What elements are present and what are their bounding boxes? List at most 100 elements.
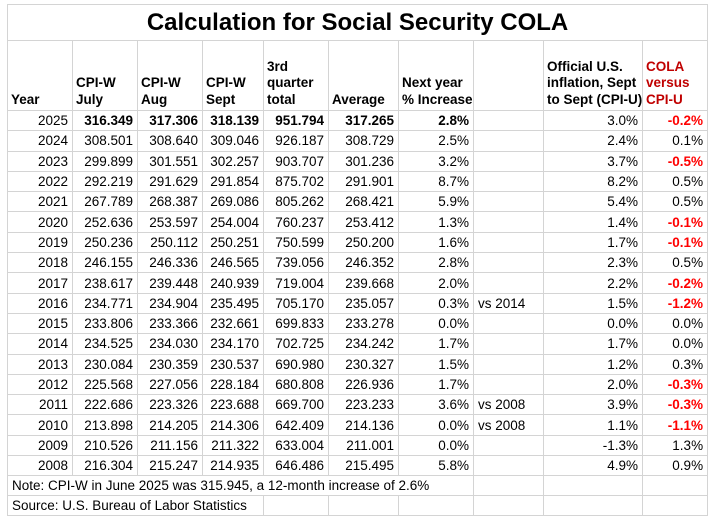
column-header-cola-vs-cpiu: COLA versus CPI-U (641, 40, 709, 111)
cell-annotation (473, 312, 544, 335)
cell-cola-vs-cpiu: 0.9% (641, 455, 709, 477)
cell-average: 235.057 (328, 292, 399, 314)
source-row: Source: U.S. Bureau of Labor Statistics (7, 495, 709, 517)
cell-annotation: vs 2014 (473, 292, 544, 314)
cell-next-year-increase: 0.0% (398, 434, 474, 457)
cell-annotation (473, 252, 544, 274)
table-row-2010: 2010 213.898 214.205 214.306 642.409 214.136 0… (7, 414, 709, 436)
table-row-2014: 2014 234.525 234.030 234.170 702.725 234.242 1… (7, 333, 709, 355)
cell-next-year-increase: 0.0% (398, 312, 474, 335)
table-row-2009: 2009 210.526 211.156 211.322 633.004 211.001 0… (7, 434, 709, 457)
cell-cpiw-aug: 234.904 (137, 292, 203, 314)
cell-cola-vs-cpiu: -0.5% (641, 150, 709, 172)
cell-average: 233.278 (328, 312, 399, 335)
cell-cpiu-inflation: 4.9% (543, 455, 643, 477)
cell-annotation (473, 373, 544, 396)
cell-cola-vs-cpiu: 0.0% (641, 312, 709, 335)
cell-q3-total: 926.187 (263, 130, 329, 152)
cell-cpiu-inflation: 0.0% (543, 312, 643, 335)
table-row-2012: 2012 225.568 227.056 228.184 680.808 226.936 1… (7, 373, 709, 396)
cell-q3-total: 719.004 (263, 272, 329, 294)
cell-cpiw-july: 292.219 (72, 170, 138, 193)
cell-cpiw-sept: 318.139 (202, 109, 264, 132)
cell-cpiu-inflation: 3.9% (543, 394, 643, 416)
cell-next-year-increase: 1.7% (398, 373, 474, 396)
page-title: Calculation for Social Security COLA (6, 4, 709, 41)
cell-cpiu-inflation: 5.4% (543, 191, 643, 213)
table-row-2015: 2015 233.806 233.366 232.661 699.833 233.278 0… (7, 312, 709, 335)
column-header-q3-total: 3rd quarter total (263, 40, 329, 111)
cell-q3-total: 875.702 (263, 170, 329, 193)
cell-next-year-increase: 3.6% (398, 394, 474, 416)
cell-average: 226.936 (328, 373, 399, 396)
column-header-row: Year CPI-W July CPI-W Aug CPI-W Sept 3rd quarter… (7, 40, 709, 111)
cell-cola-vs-cpiu: 0.1% (641, 130, 709, 152)
cell-annotation (473, 191, 544, 213)
cell-annotation (473, 455, 544, 477)
cell-cpiw-july: 233.806 (72, 312, 138, 335)
cell-year: 2021 (7, 191, 73, 213)
cell-q3-total: 750.599 (263, 231, 329, 254)
table-row-2013: 2013 230.084 230.359 230.537 690.980 230.327 1… (7, 353, 709, 375)
cell-cpiu-inflation: 1.4% (543, 211, 643, 233)
cell-cola-vs-cpiu: 0.3% (641, 353, 709, 375)
cell-cpiw-july: 308.501 (72, 130, 138, 152)
column-header-average: Average (328, 40, 399, 111)
cell-year: 2023 (7, 150, 73, 172)
cell-cpiu-inflation: 8.2% (543, 170, 643, 193)
cell-next-year-increase: 8.7% (398, 170, 474, 193)
table-row-2016: 2016 234.771 234.904 235.495 705.170 235.057 0… (7, 292, 709, 314)
cell-average: 223.233 (328, 394, 399, 416)
cell-annotation (473, 109, 544, 132)
cell-year: 2020 (7, 211, 73, 233)
column-header-cpiw-sept: CPI-W Sept (202, 40, 264, 111)
cell-cpiw-july: 225.568 (72, 373, 138, 396)
note-row: Note: CPI-W in June 2025 was 315.945, a … (7, 475, 709, 497)
cell-annotation (473, 130, 544, 152)
cell-cola-vs-cpiu: -1.1% (641, 414, 709, 436)
cell-next-year-increase: 1.3% (398, 211, 474, 233)
cell-year: 2013 (7, 353, 73, 375)
cell-q3-total: 633.004 (263, 434, 329, 457)
table-row-2023: 2023 299.899 301.551 302.257 903.707 301.236 3… (7, 150, 709, 172)
cell-cpiu-inflation: 2.0% (543, 373, 643, 396)
table-row-2011: 2011 222.686 223.326 223.688 669.700 223.233 3… (7, 394, 709, 416)
cell-cpiw-july: 213.898 (72, 414, 138, 436)
cell-cpiu-inflation: 1.1% (543, 414, 643, 436)
cell-cpiw-sept: 211.322 (202, 434, 264, 457)
cell-cpiw-july: 234.525 (72, 333, 138, 355)
cell-cpiw-july: 238.617 (72, 272, 138, 294)
cell-next-year-increase: 5.8% (398, 455, 474, 477)
cell-year: 2024 (7, 130, 73, 152)
cell-cola-vs-cpiu: -1.2% (641, 292, 709, 314)
cell-average: 250.200 (328, 231, 399, 254)
column-header-annotation (473, 40, 544, 111)
empty-cell (398, 495, 474, 517)
cell-cpiw-sept: 230.537 (202, 353, 264, 375)
cell-cpiu-inflation: -1.3% (543, 434, 643, 457)
cell-annotation (473, 170, 544, 193)
cell-cpiw-sept: 246.565 (202, 252, 264, 274)
cell-cpiw-sept: 250.251 (202, 231, 264, 254)
cell-cpiu-inflation: 1.2% (543, 353, 643, 375)
cell-cola-vs-cpiu: 0.0% (641, 333, 709, 355)
table-row-2018: 2018 246.155 246.336 246.565 739.056 246.352 2… (7, 252, 709, 274)
table-row-2017: 2017 238.617 239.448 240.939 719.004 239.668 2… (7, 272, 709, 294)
column-header-cpiu-inflation: Official U.S. inflation, Sept to Sept (CPI… (543, 40, 643, 111)
cell-next-year-increase: 2.8% (398, 252, 474, 274)
cola-table: Calculation for Social Security COLA Yea… (6, 4, 709, 517)
table-row-2019: 2019 250.236 250.112 250.251 750.599 250.200 1… (7, 231, 709, 254)
cell-cola-vs-cpiu: -0.3% (641, 394, 709, 416)
cell-cpiu-inflation: 1.5% (543, 292, 643, 314)
cell-q3-total: 699.833 (263, 312, 329, 335)
cell-next-year-increase: 0.3% (398, 292, 474, 314)
cell-cpiw-july: 246.155 (72, 252, 138, 274)
cell-cpiw-july: 316.349 (72, 109, 138, 132)
cell-cpiw-sept: 240.939 (202, 272, 264, 294)
table-row-2022: 2022 292.219 291.629 291.854 875.702 291.901 8… (7, 170, 709, 193)
cell-cpiw-sept: 214.306 (202, 414, 264, 436)
cell-next-year-increase: 0.0% (398, 414, 474, 436)
cell-q3-total: 951.794 (263, 109, 329, 132)
cell-cpiw-aug: 230.359 (137, 353, 203, 375)
cell-q3-total: 646.486 (263, 455, 329, 477)
